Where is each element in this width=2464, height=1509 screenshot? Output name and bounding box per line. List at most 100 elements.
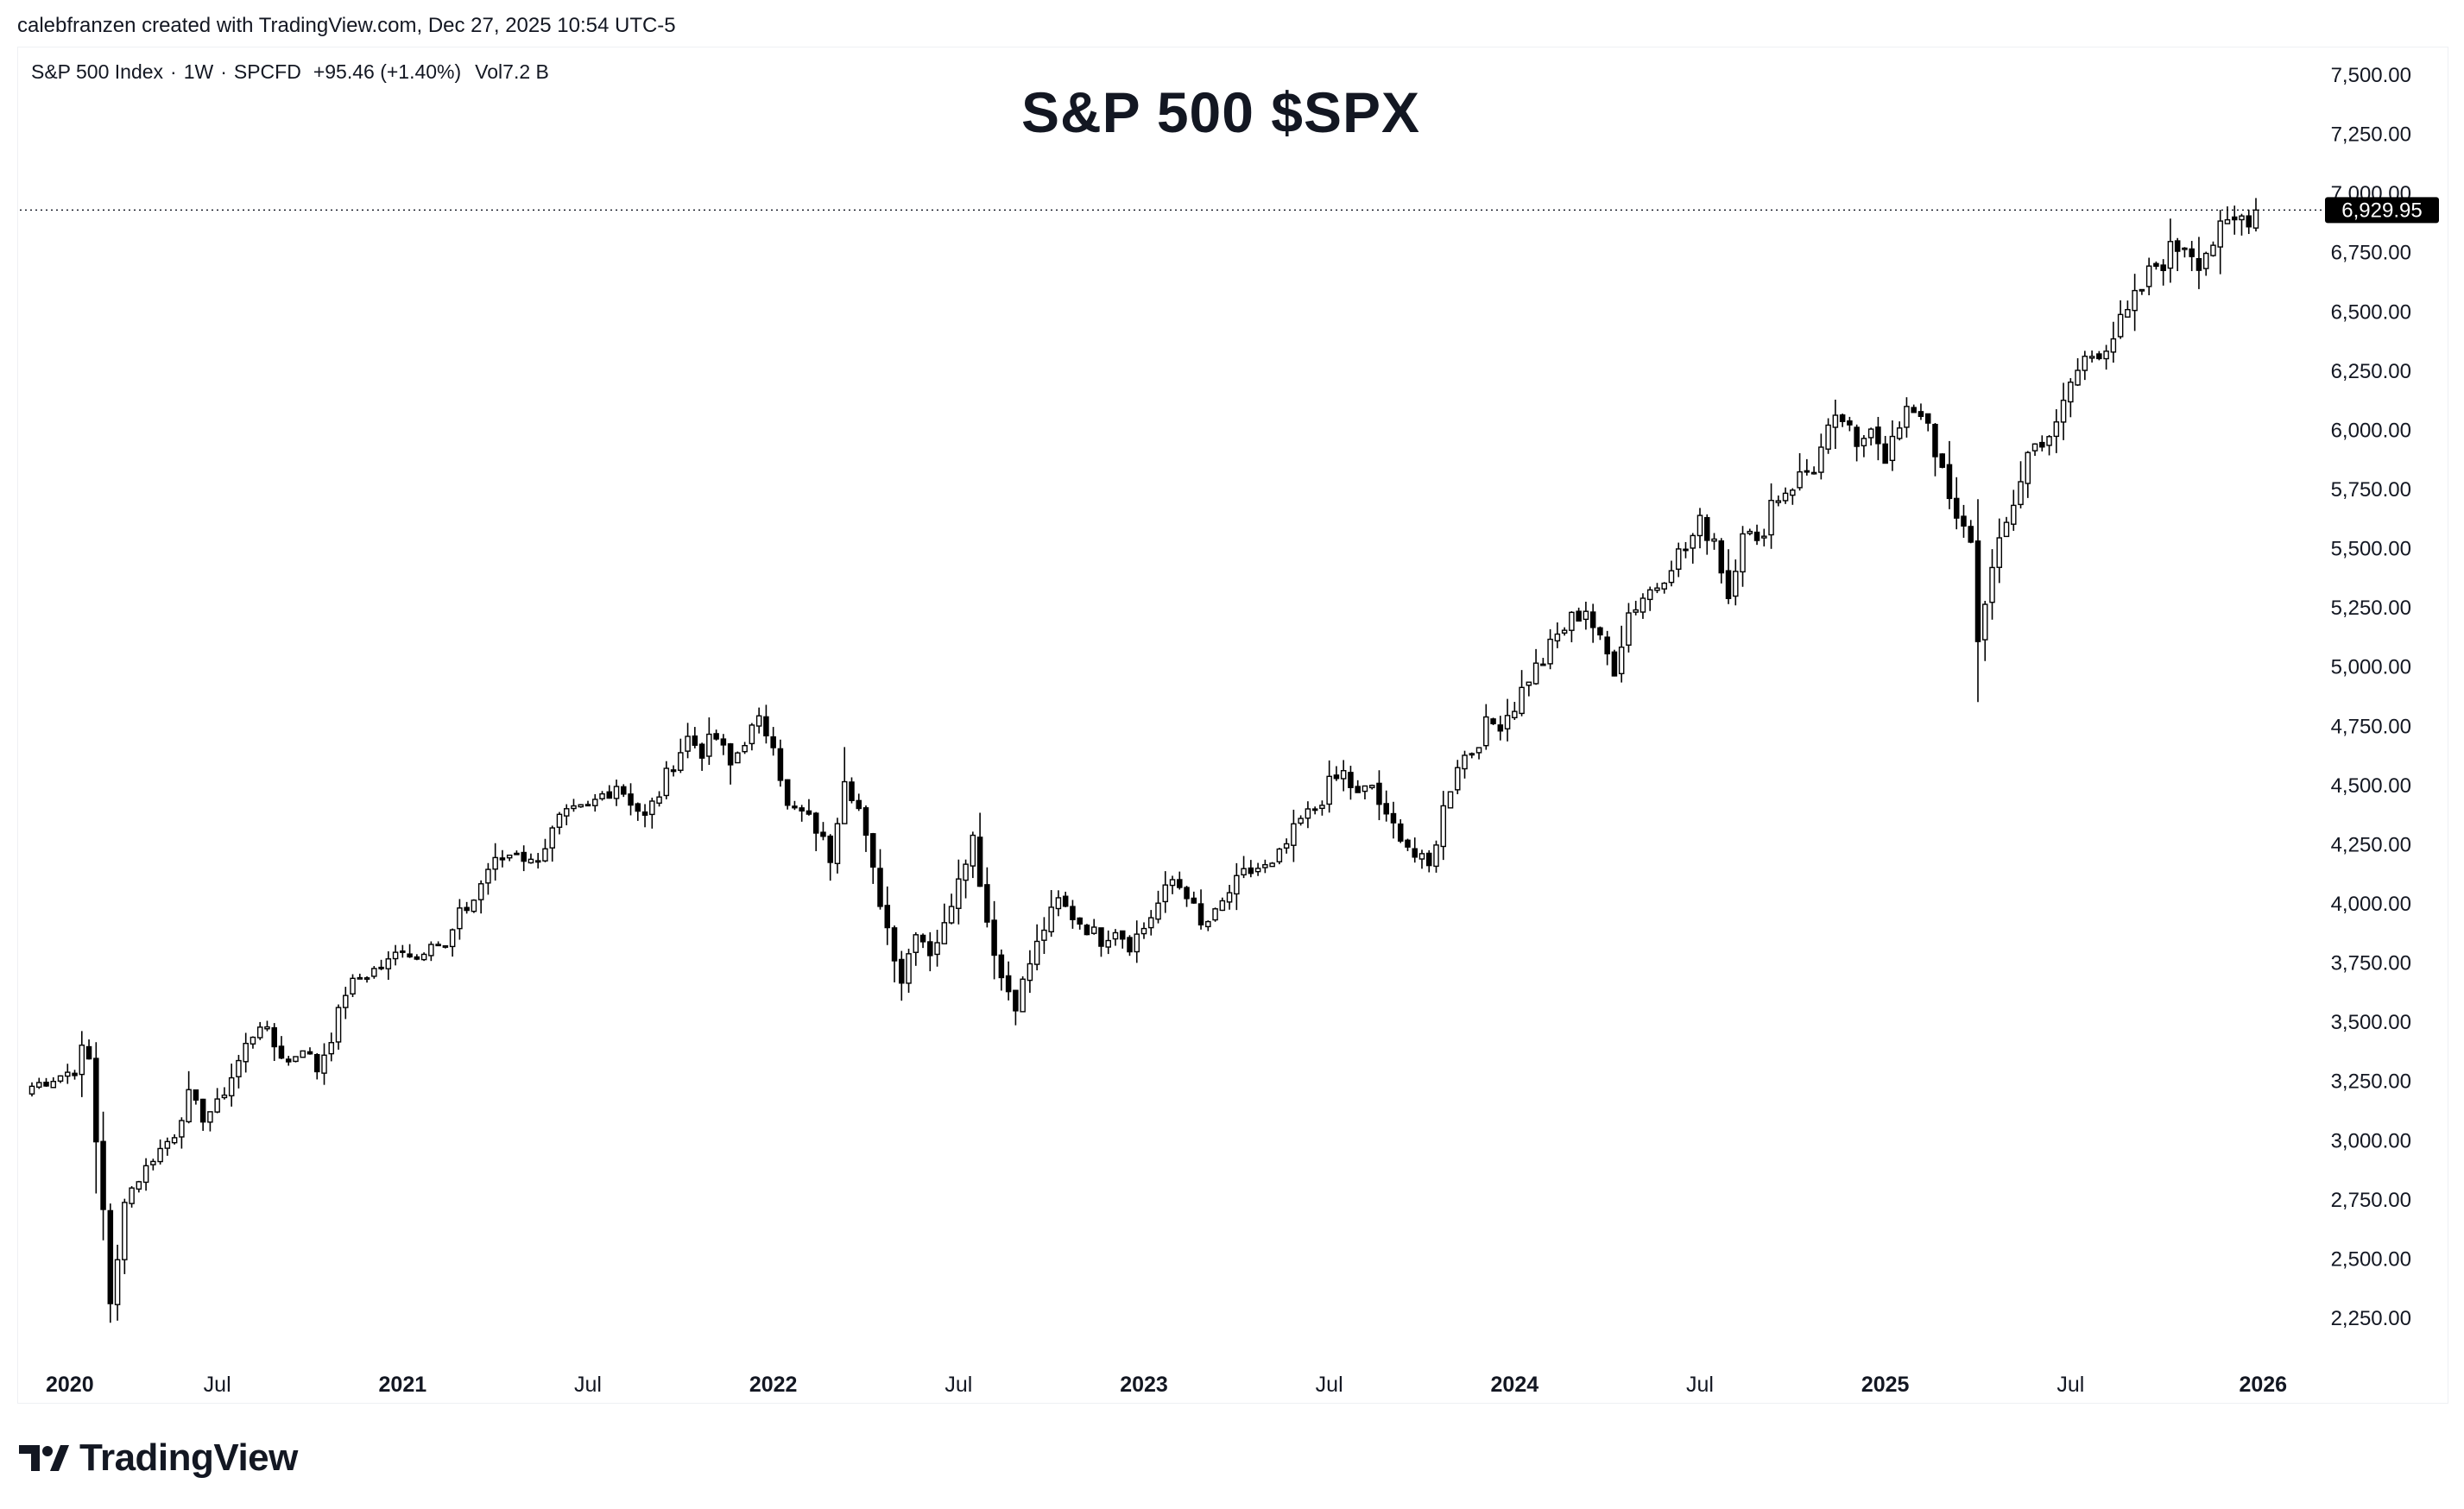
- candle: [727, 742, 734, 785]
- candle: [2075, 357, 2081, 387]
- candle-body: [435, 944, 441, 947]
- candle-body: [1348, 772, 1354, 788]
- candle: [1646, 586, 1653, 611]
- candle-body: [492, 856, 498, 870]
- candle-body: [1825, 424, 1831, 450]
- candle-body: [1248, 867, 1254, 874]
- candle-body: [385, 958, 392, 969]
- symbol-legend[interactable]: S&P 500 Index · 1W · SPCFD +95.46 (+1.40…: [31, 60, 549, 84]
- candle-body: [328, 1042, 335, 1055]
- candle: [1711, 533, 1717, 550]
- candle-body: [1212, 908, 1218, 921]
- candle: [1269, 862, 1275, 868]
- candle-body: [1740, 533, 1746, 573]
- candle: [1090, 919, 1097, 935]
- candle-body: [278, 1045, 285, 1059]
- candle: [50, 1077, 57, 1089]
- candle: [698, 742, 705, 771]
- candle-body: [599, 792, 605, 799]
- candle-body: [43, 1082, 49, 1087]
- candle: [1098, 927, 1104, 957]
- candle: [1946, 440, 1953, 509]
- candle-body: [1333, 774, 1340, 780]
- legend-volume-label: Vol: [475, 60, 503, 83]
- candle: [1062, 891, 1069, 907]
- candle: [2003, 516, 2010, 538]
- candle: [1804, 458, 1810, 476]
- candle: [313, 1053, 320, 1080]
- candle-body: [1077, 917, 1083, 925]
- candle-body: [2246, 215, 2252, 228]
- candle: [2132, 274, 2138, 331]
- candle-body: [1276, 848, 1283, 862]
- candle-body: [976, 837, 983, 887]
- candle-body: [1561, 629, 1568, 634]
- y-tick-label: 7,500.00: [2331, 64, 2411, 87]
- y-tick-label: 2,750.00: [2331, 1189, 2411, 1212]
- candle-body: [1483, 716, 1489, 747]
- candle-body: [2110, 338, 2117, 353]
- candle-body: [1733, 571, 1739, 597]
- candle: [1882, 435, 1888, 464]
- candle-body: [1932, 423, 1938, 458]
- y-tick-label: 3,750.00: [2331, 952, 2411, 975]
- candle: [1939, 453, 1945, 469]
- candle: [271, 1023, 277, 1062]
- candle: [1675, 542, 1682, 578]
- candle-body: [1090, 926, 1097, 934]
- candle: [514, 850, 520, 856]
- candle-body: [1497, 724, 1504, 732]
- candle-body: [1362, 785, 1368, 792]
- candle-body: [1241, 868, 1247, 876]
- candle: [335, 1004, 342, 1050]
- candle-body: [2231, 216, 2238, 221]
- candle: [869, 832, 876, 884]
- candle-body: [1646, 589, 1653, 601]
- candle-body: [906, 953, 912, 984]
- candle: [856, 793, 862, 811]
- candle: [628, 783, 634, 816]
- price-chart[interactable]: 2,250.00 2,500.00 2,750.00 3,000.00 3,250.00…: [18, 47, 2449, 1405]
- candle: [1904, 397, 1910, 438]
- candle: [2239, 213, 2245, 236]
- candle-body: [1177, 879, 1183, 888]
- candle-body: [1147, 917, 1154, 929]
- candle-body: [1569, 611, 1575, 631]
- candle: [799, 805, 805, 822]
- candle: [1462, 750, 1468, 779]
- candle: [1690, 533, 1696, 564]
- candle: [1425, 849, 1432, 873]
- candle: [1027, 950, 1033, 994]
- candle-body: [1226, 892, 1233, 903]
- candle-body: [1462, 754, 1468, 770]
- candle: [2252, 198, 2259, 232]
- candle-body: [1112, 931, 1119, 940]
- candle: [93, 1042, 99, 1194]
- legend-change: +95.46 (+1.40%): [313, 60, 462, 83]
- y-tick-label: 3,500.00: [2331, 1011, 2411, 1034]
- candle-body: [1155, 902, 1161, 920]
- candle-body: [2224, 218, 2231, 224]
- candle-body: [157, 1147, 163, 1163]
- candle: [1654, 583, 1660, 594]
- candle-body: [1939, 453, 1945, 468]
- candle: [1626, 603, 1632, 653]
- candle-body: [1105, 939, 1111, 948]
- candle-body: [763, 716, 769, 736]
- candle-body: [1326, 775, 1332, 805]
- chart-frame[interactable]: 2,250.00 2,500.00 2,750.00 3,000.00 3,250.00…: [17, 47, 2448, 1404]
- candle-body: [1169, 879, 1176, 887]
- candle-body: [1134, 933, 1140, 953]
- candle-body: [1718, 540, 1725, 574]
- candle: [534, 853, 541, 869]
- tradingview-logo[interactable]: TradingView: [19, 1436, 298, 1480]
- candle: [613, 780, 620, 806]
- candle-body: [371, 968, 377, 977]
- y-tick-label: 4,250.00: [2331, 833, 2411, 856]
- candle: [720, 734, 727, 755]
- candle-body: [1455, 767, 1461, 791]
- candle-body: [93, 1058, 99, 1143]
- candle-body: [635, 803, 641, 812]
- candle-body: [941, 922, 948, 944]
- candle: [1668, 560, 1675, 587]
